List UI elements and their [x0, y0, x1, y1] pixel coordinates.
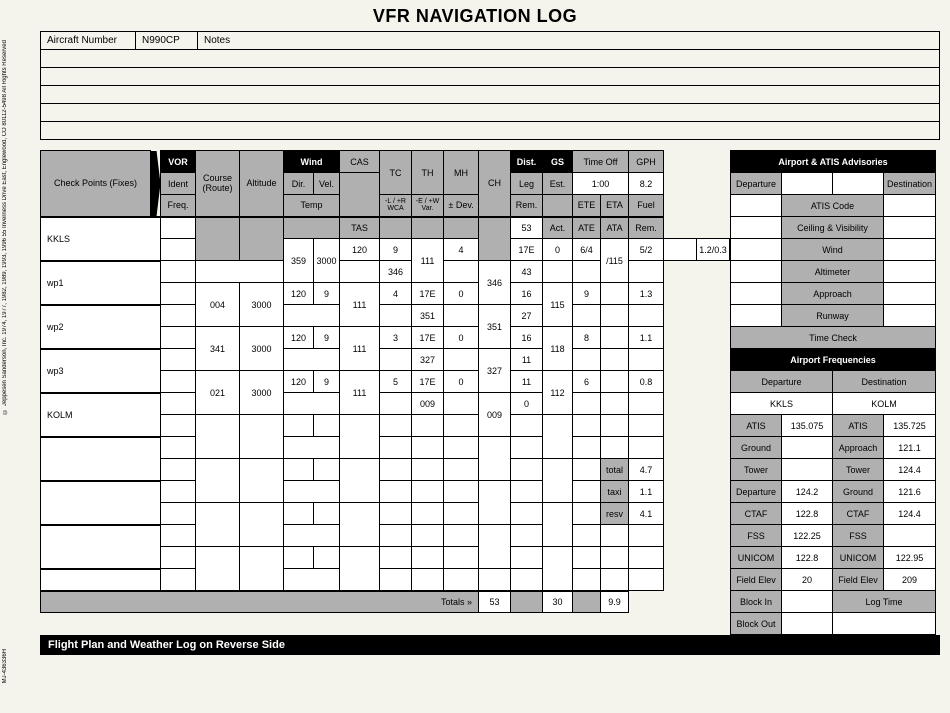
hdr-vel: Vel.	[314, 173, 340, 195]
hdr-th: TH	[412, 151, 444, 195]
val-gph: 8.2	[629, 173, 664, 195]
main-area: Check Points (Fixes) VOR Course (Route) …	[40, 150, 940, 635]
hdr-ch: CH	[479, 151, 511, 217]
hdr-ew: -E / +W Var.	[412, 195, 444, 217]
hdr-cas: CAS	[340, 151, 380, 173]
hdr-mh: MH	[444, 151, 479, 195]
nav-table: Check Points (Fixes) VOR Course (Route) …	[40, 150, 730, 613]
hdr-tas: TAS	[340, 217, 380, 239]
totals-fuel: 9.9	[601, 591, 629, 613]
hdr-lr: -L / +R WCA	[380, 195, 412, 217]
aircraft-label: Aircraft Number	[41, 32, 136, 49]
totals-dist: 53	[479, 591, 511, 613]
rem-init: 53	[511, 217, 543, 239]
freq-row: Departure124.2Ground121.6	[731, 481, 936, 503]
hdr-vor: VOR	[161, 151, 196, 173]
cp-2: wp2	[41, 305, 161, 349]
cp-0: KKLS	[41, 217, 161, 261]
hdr-gs: GS	[543, 151, 573, 173]
hdr-leg: Leg	[511, 173, 543, 195]
cp-4: KOLM	[41, 393, 161, 437]
freq-row: FSS122.25FSS	[731, 525, 936, 547]
freq-row: TowerTower124.4	[731, 459, 936, 481]
header-row: Aircraft Number N990CP Notes	[40, 31, 940, 50]
page: © Jeppesen Sanderson, Inc. 1974, 1977, 1…	[0, 0, 950, 713]
hdr-dir: Dir.	[284, 173, 314, 195]
val-timeoff: 1:00	[573, 173, 629, 195]
hdr-wind: Wind	[284, 151, 340, 173]
hdr-timeoff: Time Off	[573, 151, 629, 173]
freq-row: ATIS135.075ATIS135.725	[731, 415, 936, 437]
hdr-fuel: Fuel	[629, 195, 664, 217]
hdr-dist: Dist.	[511, 151, 543, 173]
freq-row: Field Elev20Field Elev209	[731, 569, 936, 591]
freq-row: UNICOM122.8UNICOM122.95	[731, 547, 936, 569]
hdr-altitude: Altitude	[240, 151, 284, 217]
totals-ete: 30	[543, 591, 573, 613]
hdr-course: Course (Route)	[196, 151, 240, 217]
footer-note: Flight Plan and Weather Log on Reverse S…	[40, 635, 940, 655]
hdr-eta: ETA	[601, 195, 629, 217]
hdr-rem2: Rem.	[629, 217, 664, 239]
hdr-gph: GPH	[629, 151, 664, 173]
hdr-ata: ATA	[601, 217, 629, 239]
hdr-ate: ATE	[573, 217, 601, 239]
hdr-tc: TC	[380, 151, 412, 195]
hdr-checkpoints: Check Points (Fixes)	[41, 151, 151, 217]
aircraft-value: N990CP	[136, 32, 198, 49]
freq-row: CTAF122.8CTAF124.4	[731, 503, 936, 525]
hdr-temp: Temp	[284, 195, 340, 217]
cp-1: wp1	[41, 261, 161, 305]
advisories-table: Airport & ATIS Advisories DepartureDesti…	[730, 150, 936, 635]
page-title: VFR NAVIGATION LOG	[0, 0, 950, 31]
totals-label: Totals »	[41, 591, 479, 613]
notes-label: Notes	[198, 32, 939, 49]
hdr-act: Act.	[543, 217, 573, 239]
arrow-head	[151, 151, 161, 217]
hdr-freq: Freq.	[161, 195, 196, 217]
notes-lines	[40, 50, 940, 140]
freq-row: GroundApproach121.1	[731, 437, 936, 459]
hdr-dev: ± Dev.	[444, 195, 479, 217]
hdr-est: Est.	[543, 173, 573, 195]
hdr-ident: Ident	[161, 173, 196, 195]
form-number: MJ-436336H	[2, 649, 8, 683]
adv-title: Airport & ATIS Advisories	[731, 151, 936, 173]
hdr-rem: Rem.	[511, 195, 543, 217]
hdr-ete: ETE	[573, 195, 601, 217]
cp-3: wp3	[41, 349, 161, 393]
freq-title: Airport Frequencies	[731, 349, 936, 371]
copyright-side: © Jeppesen Sanderson, Inc. 1974, 1977, 1…	[2, 40, 16, 414]
